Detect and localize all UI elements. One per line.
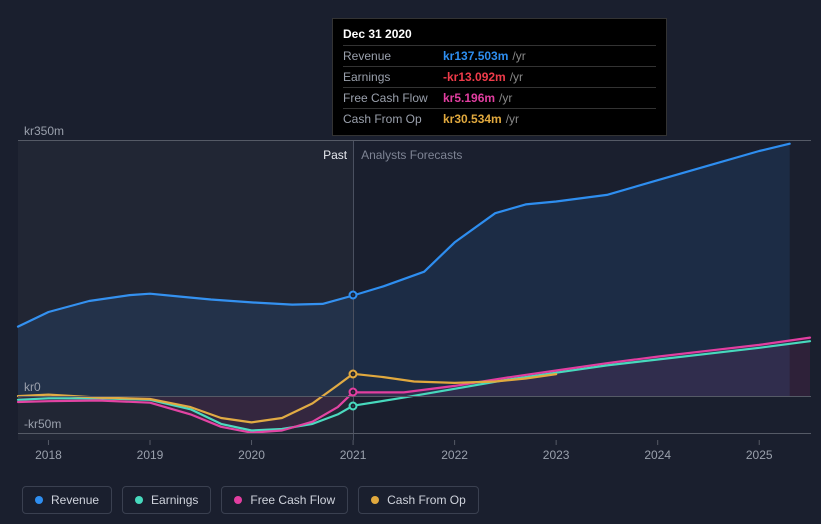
past-region-shade (18, 140, 353, 440)
tooltip-unit: /yr (506, 111, 519, 127)
x-axis-label: 2020 (238, 448, 265, 462)
tooltip-value: -kr13.092m (443, 69, 506, 85)
hover-marker-earnings (349, 401, 358, 410)
tooltip-unit: /yr (510, 69, 523, 85)
x-axis-label: 2023 (543, 448, 570, 462)
tooltip-label: Revenue (343, 48, 443, 64)
legend-dot-icon (135, 496, 143, 504)
forecast-label: Analysts Forecasts (361, 148, 462, 162)
legend-label: Free Cash Flow (250, 493, 335, 507)
tooltip-row-cfo: Cash From Opkr30.534m/yr (343, 108, 656, 129)
legend-item-earnings[interactable]: Earnings (122, 486, 211, 514)
tooltip-row-earnings: Earnings-kr13.092m/yr (343, 66, 656, 87)
tooltip-date: Dec 31 2020 (343, 25, 656, 45)
legend-label: Earnings (151, 493, 198, 507)
legend-label: Cash From Op (387, 493, 466, 507)
tooltip-value: kr5.196m (443, 90, 495, 106)
financial-chart: Dec 31 2020 Revenuekr137.503m/yrEarnings… (0, 0, 821, 524)
legend: Revenue Earnings Free Cash Flow Cash From O… (22, 486, 479, 514)
legend-item-cfo[interactable]: Cash From Op (358, 486, 479, 514)
hover-marker-revenue (349, 291, 358, 300)
legend-dot-icon (371, 496, 379, 504)
tooltip-label: Free Cash Flow (343, 90, 443, 106)
x-axis-label: 2024 (644, 448, 671, 462)
tooltip-unit: /yr (512, 48, 525, 64)
tooltip-row-fcf: Free Cash Flowkr5.196m/yr (343, 87, 656, 108)
x-axis-label: 2025 (746, 448, 773, 462)
y-axis-label: -kr50m (24, 417, 61, 431)
legend-item-fcf[interactable]: Free Cash Flow (221, 486, 348, 514)
legend-dot-icon (35, 496, 43, 504)
hover-marker-cfo (349, 369, 358, 378)
past-label: Past (323, 148, 347, 162)
tooltip-label: Cash From Op (343, 111, 443, 127)
tooltip-value: kr30.534m (443, 111, 502, 127)
tooltip-row-revenue: Revenuekr137.503m/yr (343, 45, 656, 66)
x-axis-label: 2022 (441, 448, 468, 462)
y-axis-label: kr0 (24, 380, 41, 394)
legend-label: Revenue (51, 493, 99, 507)
gridline (18, 140, 811, 141)
legend-item-revenue[interactable]: Revenue (22, 486, 112, 514)
x-axis-label: 2019 (137, 448, 164, 462)
y-axis-label: kr350m (24, 124, 64, 138)
hover-marker-fcf (349, 388, 358, 397)
x-axis-label: 2018 (35, 448, 62, 462)
legend-dot-icon (234, 496, 242, 504)
tooltip-label: Earnings (343, 69, 443, 85)
gridline (18, 433, 811, 434)
tooltip-value: kr137.503m (443, 48, 508, 64)
x-axis-label: 2021 (340, 448, 367, 462)
hover-tooltip: Dec 31 2020 Revenuekr137.503m/yrEarnings… (332, 18, 667, 136)
gridline (18, 396, 811, 397)
tooltip-unit: /yr (499, 90, 512, 106)
